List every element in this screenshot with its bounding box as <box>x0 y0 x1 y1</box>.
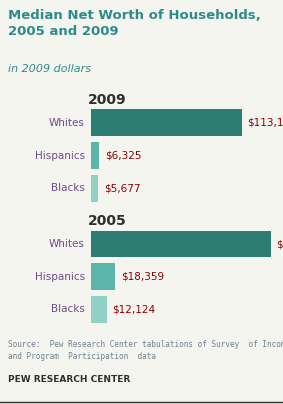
FancyBboxPatch shape <box>91 175 98 202</box>
Text: PEW RESEARCH CENTER: PEW RESEARCH CENTER <box>8 375 131 384</box>
Text: Source:  Pew Research Center tabulations of Survey  of Income
and Program  Parti: Source: Pew Research Center tabulations … <box>8 340 283 361</box>
FancyBboxPatch shape <box>91 109 241 136</box>
Text: $134,992: $134,992 <box>276 239 283 249</box>
FancyBboxPatch shape <box>91 296 107 323</box>
Text: $113,149: $113,149 <box>247 118 283 128</box>
Text: $5,677: $5,677 <box>104 183 140 193</box>
FancyBboxPatch shape <box>91 263 115 290</box>
Text: $18,359: $18,359 <box>121 272 164 282</box>
Text: Median Net Worth of Households,
2005 and 2009: Median Net Worth of Households, 2005 and… <box>8 9 261 38</box>
Text: in 2009 dollars: in 2009 dollars <box>8 64 91 74</box>
FancyBboxPatch shape <box>91 231 271 257</box>
Text: $12,124: $12,124 <box>112 305 156 314</box>
Text: 2009: 2009 <box>88 93 127 107</box>
Text: 2005: 2005 <box>88 214 127 228</box>
Text: Hispanics: Hispanics <box>35 272 85 282</box>
FancyBboxPatch shape <box>91 142 99 169</box>
Text: Whites: Whites <box>49 118 85 128</box>
Text: $6,325: $6,325 <box>105 151 141 160</box>
Text: Blacks: Blacks <box>51 305 85 314</box>
Text: Hispanics: Hispanics <box>35 151 85 160</box>
Text: Whites: Whites <box>49 239 85 249</box>
Text: Blacks: Blacks <box>51 183 85 193</box>
